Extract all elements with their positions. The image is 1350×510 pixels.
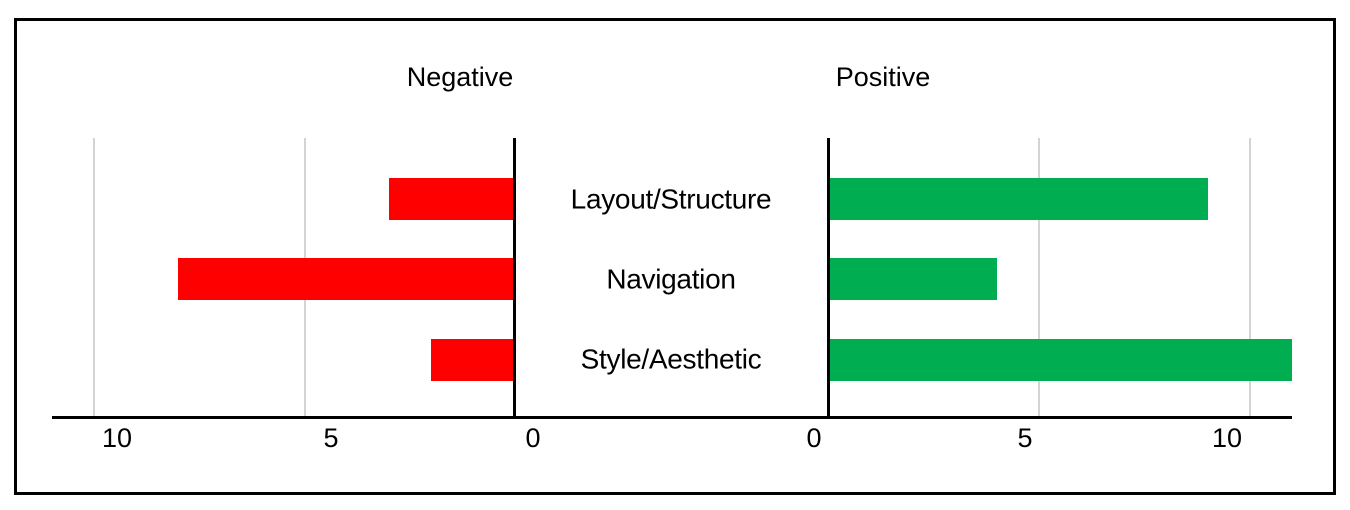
negative-plot-area [52, 138, 515, 419]
positive-bar-style-aesthetic [829, 339, 1292, 381]
positive-axis-tick-0: 0 [806, 423, 822, 453]
negative-bar-navigation [178, 258, 515, 300]
category-label-style-aesthetic: Style/Aesthetic [580, 343, 762, 375]
positive-panel-title: Positive [835, 62, 931, 92]
negative-axis-tick-10: 10 [101, 423, 133, 453]
gridline-10 [1248, 138, 1251, 419]
negative-axis-tick-0: 0 [525, 423, 541, 453]
category-label-layout-structure: Layout/Structure [570, 183, 772, 215]
category-label-navigation: Navigation [606, 263, 736, 295]
gridline-5 [1038, 138, 1041, 419]
negative-bar-layout-structure [388, 178, 515, 220]
negative-axis-tick-5: 5 [323, 423, 339, 453]
gridline-10 [93, 138, 96, 419]
positive-zero-axis-line [827, 138, 830, 419]
positive-axis-tick-10: 10 [1211, 423, 1243, 453]
chart-border [14, 18, 1336, 495]
negative-bar-style-aesthetic [430, 339, 515, 381]
negative-panel-title: Negative [406, 62, 514, 92]
positive-bar-layout-structure [829, 178, 1208, 220]
negative-zero-axis-line [513, 138, 516, 419]
x-axis-line [52, 416, 1292, 419]
positive-axis-tick-5: 5 [1017, 423, 1033, 453]
positive-bar-navigation [829, 258, 998, 300]
positive-plot-area [829, 138, 1292, 419]
